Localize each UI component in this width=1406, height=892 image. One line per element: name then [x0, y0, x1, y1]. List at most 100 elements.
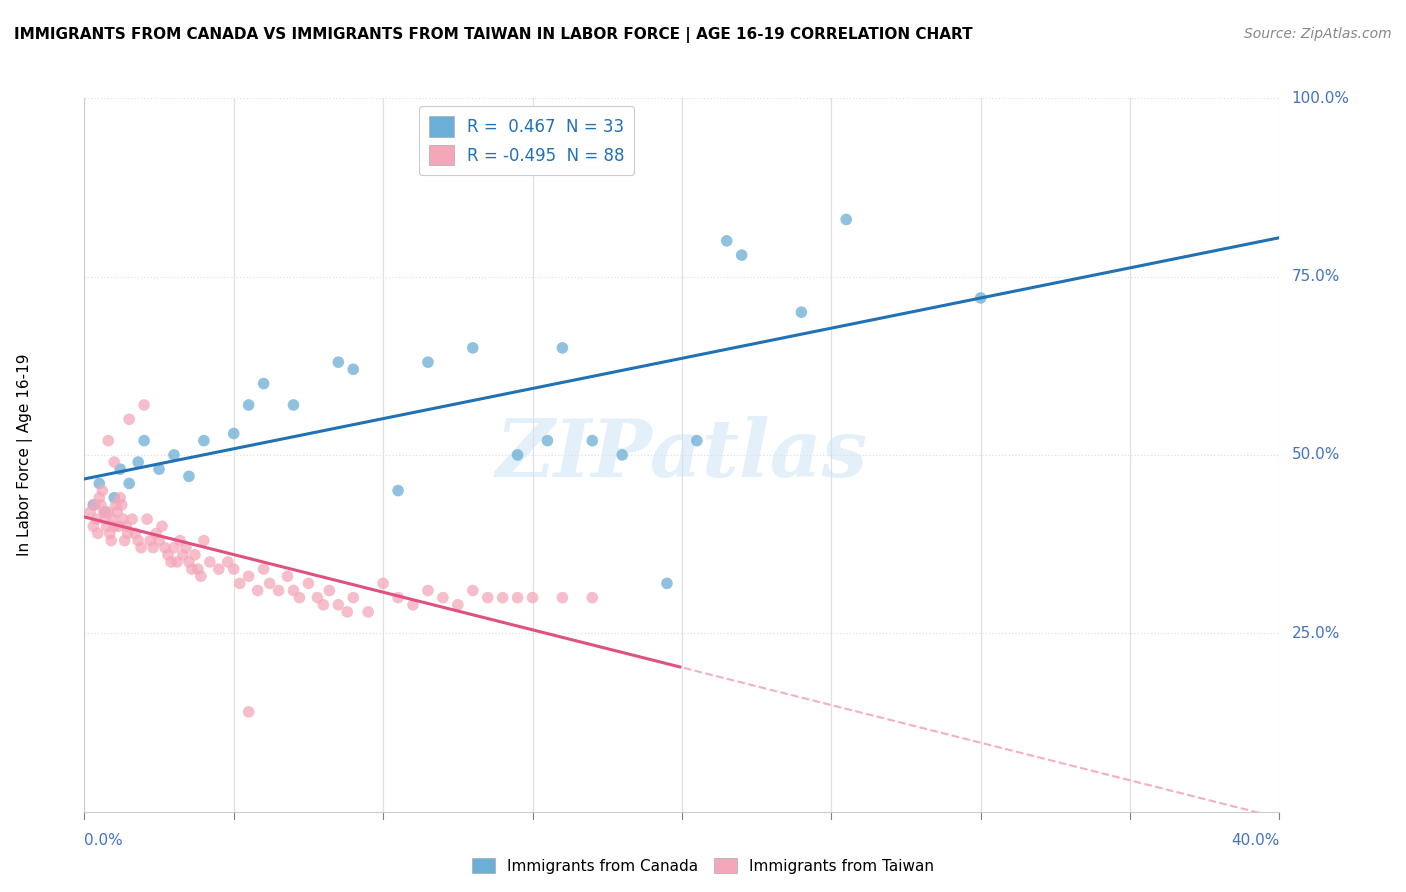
Point [190, 569, 212, 583]
Point [150, 519, 173, 533]
Point [110, 462, 132, 476]
Point [172, 548, 194, 562]
Point [228, 576, 252, 591]
Point [157, 548, 180, 562]
Point [114, 533, 136, 548]
Text: 25.0%: 25.0% [1291, 626, 1340, 640]
Point [208, 562, 231, 576]
Point [506, 591, 529, 605]
Point [100, 533, 122, 548]
Point [177, 555, 200, 569]
Point [581, 434, 603, 448]
Point [103, 519, 125, 533]
Point [253, 376, 276, 391]
Point [328, 598, 350, 612]
Point [461, 583, 484, 598]
Point [970, 291, 993, 305]
Point [193, 533, 215, 548]
Point [536, 434, 558, 448]
Point [238, 705, 260, 719]
Legend: R =  0.467  N = 33, R = -0.495  N = 88: R = 0.467 N = 33, R = -0.495 N = 88 [419, 106, 634, 176]
Point [169, 533, 191, 548]
Text: ZIPatlas: ZIPatlas [496, 417, 868, 493]
Point [432, 591, 454, 605]
Point [91, 483, 114, 498]
Point [387, 483, 409, 498]
Point [416, 583, 439, 598]
Point [110, 491, 132, 505]
Point [297, 576, 319, 591]
Point [259, 576, 281, 591]
Point [160, 555, 183, 569]
Point [267, 583, 290, 598]
Point [790, 305, 813, 319]
Point [336, 605, 359, 619]
Point [87, 526, 110, 541]
Point [187, 562, 209, 576]
Text: 75.0%: 75.0% [1291, 269, 1340, 284]
Point [198, 555, 221, 569]
Point [357, 605, 380, 619]
Point [835, 212, 858, 227]
Point [177, 469, 200, 483]
Point [98, 526, 121, 541]
Point [193, 434, 215, 448]
Point [655, 576, 678, 591]
Legend: Immigrants from Canada, Immigrants from Taiwan: Immigrants from Canada, Immigrants from … [465, 852, 941, 880]
Point [132, 434, 156, 448]
Text: 40.0%: 40.0% [1232, 833, 1279, 848]
Point [148, 533, 170, 548]
Point [90, 498, 112, 512]
Point [610, 448, 633, 462]
Point [416, 355, 439, 369]
Text: IMMIGRANTS FROM CANADA VS IMMIGRANTS FROM TAIWAN IN LABOR FORCE | AGE 16-19 CORR: IMMIGRANTS FROM CANADA VS IMMIGRANTS FRO… [14, 27, 973, 43]
Point [103, 455, 125, 469]
Point [105, 505, 128, 519]
Point [127, 533, 149, 548]
Point [142, 541, 165, 555]
Point [127, 455, 149, 469]
Point [145, 526, 167, 541]
Point [115, 519, 138, 533]
Point [551, 591, 574, 605]
Point [89, 476, 111, 491]
Text: 0.0%: 0.0% [84, 833, 124, 848]
Point [79, 505, 101, 519]
Point [166, 555, 188, 569]
Point [97, 505, 120, 519]
Point [222, 426, 245, 441]
Point [342, 362, 364, 376]
Point [461, 341, 484, 355]
Point [283, 583, 305, 598]
Text: Source: ZipAtlas.com: Source: ZipAtlas.com [1244, 27, 1392, 41]
Point [94, 512, 117, 526]
Point [148, 462, 170, 476]
Point [118, 476, 141, 491]
Point [132, 398, 156, 412]
Point [82, 498, 104, 512]
Point [238, 398, 260, 412]
Point [96, 519, 118, 533]
Point [86, 512, 108, 526]
Point [506, 448, 529, 462]
Point [731, 248, 754, 262]
Point [101, 512, 124, 526]
Point [117, 526, 139, 541]
Point [180, 562, 202, 576]
Text: 50.0%: 50.0% [1291, 448, 1340, 462]
Text: In Labor Force | Age 16-19: In Labor Force | Age 16-19 [17, 353, 32, 557]
Point [686, 434, 709, 448]
Point [477, 591, 499, 605]
Point [276, 569, 298, 583]
Point [387, 591, 409, 605]
Point [82, 519, 104, 533]
Point [522, 591, 544, 605]
Point [312, 598, 335, 612]
Point [121, 512, 143, 526]
Point [307, 591, 329, 605]
Point [184, 548, 207, 562]
Point [163, 448, 186, 462]
Point [103, 491, 125, 505]
Point [97, 434, 120, 448]
Point [551, 341, 574, 355]
